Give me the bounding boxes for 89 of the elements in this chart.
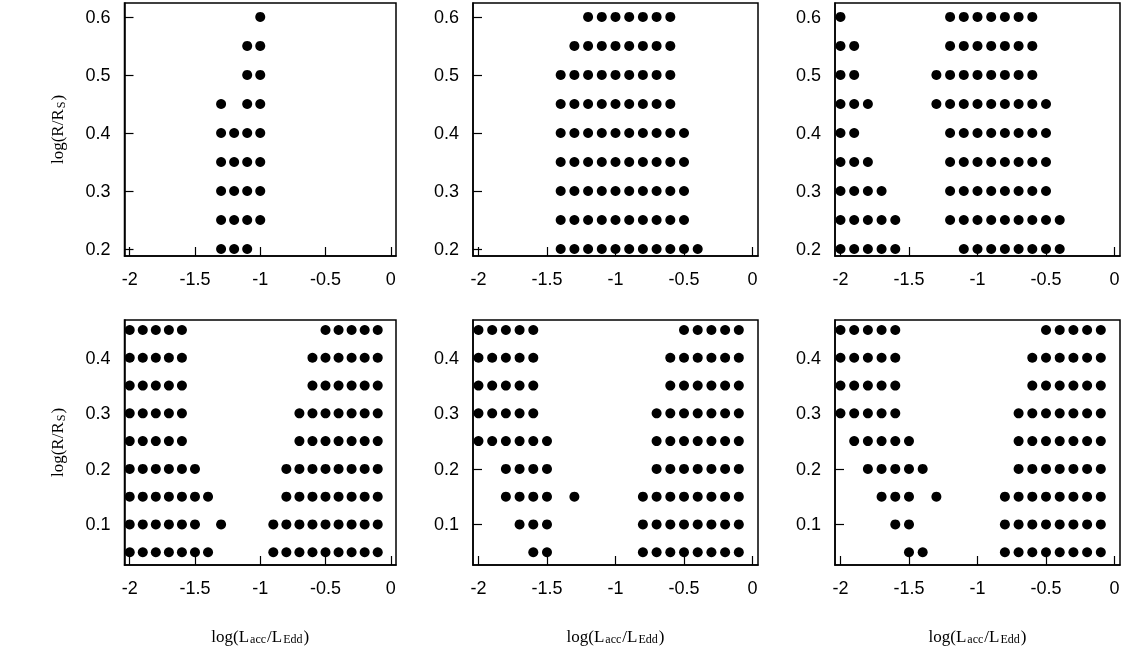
point bbox=[242, 215, 253, 226]
y-tick-label: 0.4 bbox=[433, 347, 459, 368]
x-tick-label: -1 bbox=[607, 269, 624, 289]
x-tick-label: 0 bbox=[1109, 578, 1120, 598]
point bbox=[242, 186, 253, 197]
x-axis-title: log(Lacc/LEdd) bbox=[211, 626, 310, 646]
y-tick-label: 0.1 bbox=[795, 514, 821, 535]
point bbox=[216, 157, 227, 167]
x-tick-label: 0 bbox=[747, 269, 758, 289]
y-tick-label: 0.6 bbox=[433, 6, 459, 27]
x-tick-label: -0.5 bbox=[1030, 269, 1062, 289]
x-tick-label: -1 bbox=[969, 578, 986, 598]
y-tick-label: 0.4 bbox=[85, 122, 111, 143]
y-tick-label: 0.2 bbox=[795, 239, 821, 260]
point bbox=[216, 98, 227, 109]
y-tick-label: 0.5 bbox=[433, 64, 459, 85]
x-tick-label: -1 bbox=[252, 578, 269, 598]
point bbox=[242, 40, 253, 51]
x-tick-label: -1.5 bbox=[179, 269, 211, 289]
y-tick-label: 0.3 bbox=[795, 181, 821, 202]
y-tick-label: 0.3 bbox=[85, 181, 111, 202]
y-tick-label: 0.6 bbox=[85, 6, 111, 27]
x-tick-label: -1 bbox=[607, 578, 624, 598]
x-tick-label: -1.5 bbox=[893, 578, 925, 598]
y-tick-label: 0.4 bbox=[795, 347, 821, 368]
y-tick-label: 0.3 bbox=[433, 181, 459, 202]
point bbox=[229, 215, 240, 226]
x-tick-label: 0 bbox=[385, 578, 396, 598]
x-tick-label: -2 bbox=[121, 269, 138, 289]
point bbox=[229, 157, 240, 167]
point bbox=[216, 186, 227, 197]
point bbox=[242, 98, 253, 109]
x-tick-label: -2 bbox=[470, 578, 487, 598]
point bbox=[229, 127, 240, 138]
x-tick-label: -1.5 bbox=[179, 578, 211, 598]
y-tick-label: 0.6 bbox=[795, 6, 821, 27]
point bbox=[255, 157, 266, 167]
x-tick-label: -2 bbox=[470, 269, 487, 289]
x-tick-label: -0.5 bbox=[668, 578, 700, 598]
y-tick-label: 0.2 bbox=[433, 458, 459, 479]
y-tick-label: 0.3 bbox=[795, 403, 821, 424]
x-tick-label: 0 bbox=[747, 578, 758, 598]
point bbox=[255, 186, 266, 197]
x-tick-label: -1 bbox=[252, 269, 269, 289]
x-axis-title: log(Lacc/LEdd) bbox=[928, 626, 1027, 646]
x-tick-label: -2 bbox=[121, 578, 138, 598]
point bbox=[229, 186, 240, 197]
y-tick-label: 0.3 bbox=[85, 403, 111, 424]
x-axis-title: log(Lacc/LEdd) bbox=[566, 626, 665, 646]
y-tick-label: 0.2 bbox=[85, 458, 111, 479]
point bbox=[242, 244, 253, 255]
point bbox=[255, 127, 266, 138]
y-tick-label: 0.2 bbox=[433, 239, 459, 260]
x-tick-label: -1 bbox=[969, 269, 986, 289]
x-tick-label: -0.5 bbox=[668, 269, 700, 289]
x-tick-label: -0.5 bbox=[310, 269, 342, 289]
y-axis-title: log(R/RS) bbox=[48, 94, 68, 165]
x-tick-label: -2 bbox=[832, 578, 849, 598]
point bbox=[216, 127, 227, 138]
point bbox=[242, 157, 253, 167]
x-tick-label: 0 bbox=[1109, 269, 1120, 289]
y-tick-label: 0.1 bbox=[433, 514, 459, 535]
y-tick-label: 0.1 bbox=[85, 514, 111, 535]
y-tick-label: 0.5 bbox=[85, 64, 111, 85]
point bbox=[216, 215, 227, 226]
y-axis-title: log(R/RS) bbox=[48, 407, 68, 478]
point bbox=[255, 69, 266, 80]
y-tick-label: 0.3 bbox=[433, 403, 459, 424]
x-tick-label: -1.5 bbox=[531, 578, 563, 598]
point bbox=[255, 40, 266, 51]
x-tick-label: -0.5 bbox=[1030, 578, 1062, 598]
point bbox=[255, 215, 266, 226]
x-tick-label: 0 bbox=[385, 269, 396, 289]
y-tick-label: 0.4 bbox=[85, 347, 111, 368]
y-tick-label: 0.4 bbox=[795, 122, 821, 143]
point bbox=[255, 11, 266, 22]
point bbox=[229, 244, 240, 255]
point bbox=[242, 69, 253, 80]
x-tick-label: -0.5 bbox=[310, 578, 342, 598]
x-tick-label: -1.5 bbox=[531, 269, 563, 289]
x-tick-label: -1.5 bbox=[893, 269, 925, 289]
y-tick-label: 0.2 bbox=[795, 458, 821, 479]
x-tick-label: -2 bbox=[832, 269, 849, 289]
point bbox=[242, 127, 253, 138]
point bbox=[216, 244, 227, 255]
point bbox=[255, 98, 266, 109]
y-tick-label: 0.5 bbox=[795, 64, 821, 85]
y-tick-label: 0.4 bbox=[433, 122, 459, 143]
y-tick-label: 0.2 bbox=[85, 239, 111, 260]
